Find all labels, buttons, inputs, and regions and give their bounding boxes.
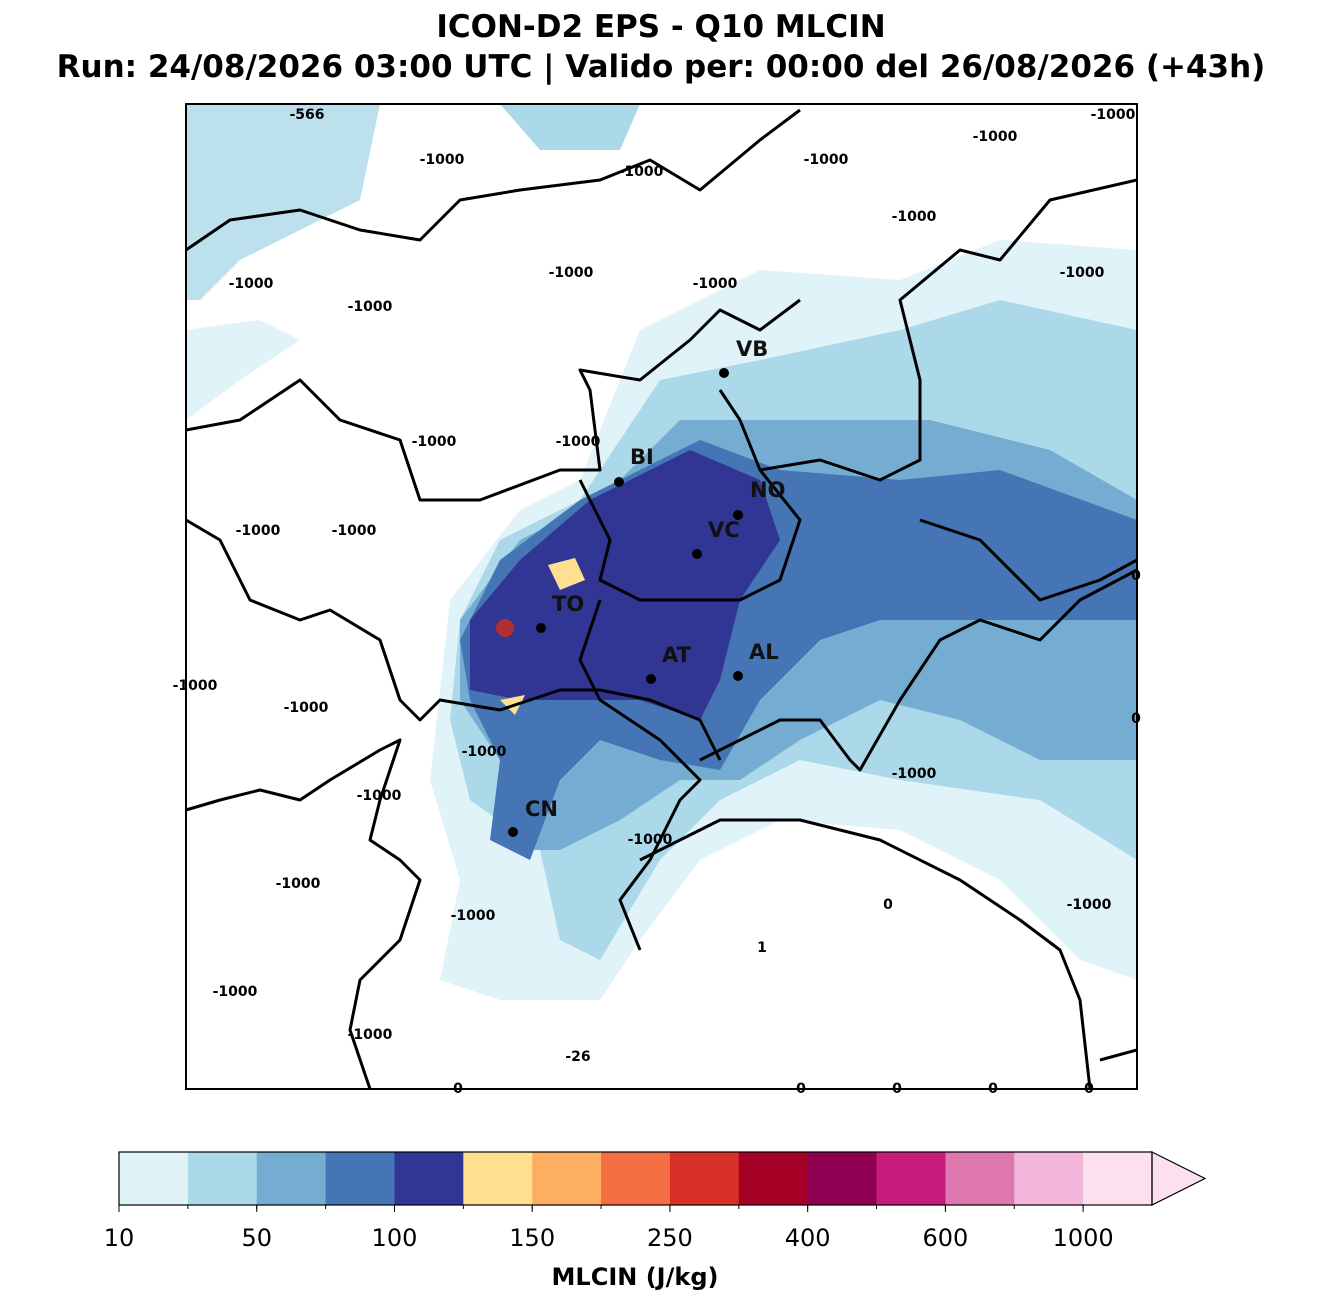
colorbar-segment [1083,1152,1153,1205]
city-label: BI [630,445,654,469]
colorbar-tick-label: 150 [509,1224,555,1252]
colorbar-segment [876,1152,946,1205]
field-label: -1000 [462,744,507,760]
field-label: 0 [453,1081,463,1097]
field-label: 0 [1131,568,1141,584]
city-dot [733,510,743,520]
field-label: -566 [289,107,324,123]
colorbar-tick-label: 400 [785,1224,831,1252]
city-dot [733,671,743,681]
colorbar: 10 50 100 150 250 400 600 1000 MLCIN (J/kg) [104,1151,1207,1291]
colorbar-segment [601,1152,671,1205]
field-label: -1000 [973,129,1018,145]
field-label: -1000 [348,299,393,315]
field-label: 0 [892,1081,902,1097]
colorbar-segment [1014,1152,1084,1205]
field-label: 0 [1084,1081,1094,1097]
colorbar-segment [807,1152,878,1205]
field-label: -1000 [213,984,258,1000]
city-label: AT [662,643,692,667]
colorbar-segment [325,1152,395,1205]
field-label: -1000 [628,832,673,848]
field-label: -1000 [1067,897,1112,913]
colorbar-segment [738,1152,809,1205]
city-label: NO [750,478,785,502]
colorbar-tick-label: 1000 [1053,1224,1114,1252]
field-label: -1000 [348,1027,393,1043]
location-marker [496,619,514,637]
field-label: -1000 [229,276,274,292]
city-dot [692,549,702,559]
cities: VB BI NO VC TO AT AL CN [508,337,785,837]
field-label: -1000 [412,434,457,450]
field-label: 0 [796,1081,806,1097]
city-dot [536,623,546,633]
colorbar-tick-label: 50 [241,1224,272,1252]
city-dot [646,674,656,684]
borders [186,108,1137,1089]
colorbar-tick-label: 10 [104,1224,135,1252]
title: ICON-D2 EPS - Q10 MLCIN [436,9,885,45]
field-label: 0 [1131,711,1141,727]
city-dot [508,827,518,837]
field-label: -1000 [892,209,937,225]
field-label: -1000 [173,678,218,694]
city-label: AL [749,640,779,664]
field-label: -1000 [236,523,281,539]
field-label: -1000 [276,876,321,892]
field-label: -1000 [284,700,329,716]
field-label: 0 [988,1081,998,1097]
city-dot [719,368,729,378]
city-label: VB [736,337,768,361]
colorbar-segment [945,1152,1015,1205]
colorbar-tick-label: 100 [372,1224,418,1252]
colorbar-extend [1151,1151,1207,1206]
colorbar-segment [394,1152,464,1205]
field-label: -1000 [451,908,496,924]
colorbar-segment [669,1152,740,1205]
colorbar-label: MLCIN (J/kg) [552,1263,719,1291]
colorbar-segment [119,1152,189,1205]
field-label: -1000 [549,265,594,281]
map-field [186,104,1137,1000]
city-dot [614,477,624,487]
field-label: -26 [565,1049,590,1065]
city-label: TO [552,592,584,616]
field-labels: -566 -1000 -1000 -1000 -1000 -1000 -1000 -1000 -… [173,107,1142,1097]
field-label: -1000 [619,164,664,180]
field-label: -1000 [693,276,738,292]
colorbar-segment [463,1152,533,1205]
field-label: 0 [883,897,893,913]
field-label: -1000 [804,152,849,168]
colorbar-segment [256,1152,327,1205]
field-label: -1000 [556,434,601,450]
colorbar-outline [118,1151,1153,1206]
city-label: VC [708,518,740,542]
subtitle: Run: 24/08/2026 03:00 UTC | Valido per: … [57,49,1266,85]
field-label: 1 [757,940,767,956]
colorbar-segment [532,1152,602,1205]
map-frame [185,103,1138,1090]
field-label: -1000 [332,523,377,539]
colorbar-tick-label: 250 [647,1224,693,1252]
colorbar-segment [187,1152,258,1205]
field-label: -1000 [357,788,402,804]
colorbar-tick-label: 600 [922,1224,968,1252]
field-label: -1000 [1060,265,1105,281]
field-label: -1000 [420,152,465,168]
field-label: -1000 [1091,107,1136,123]
field-label: -1000 [892,766,937,782]
city-label: CN [525,797,558,821]
